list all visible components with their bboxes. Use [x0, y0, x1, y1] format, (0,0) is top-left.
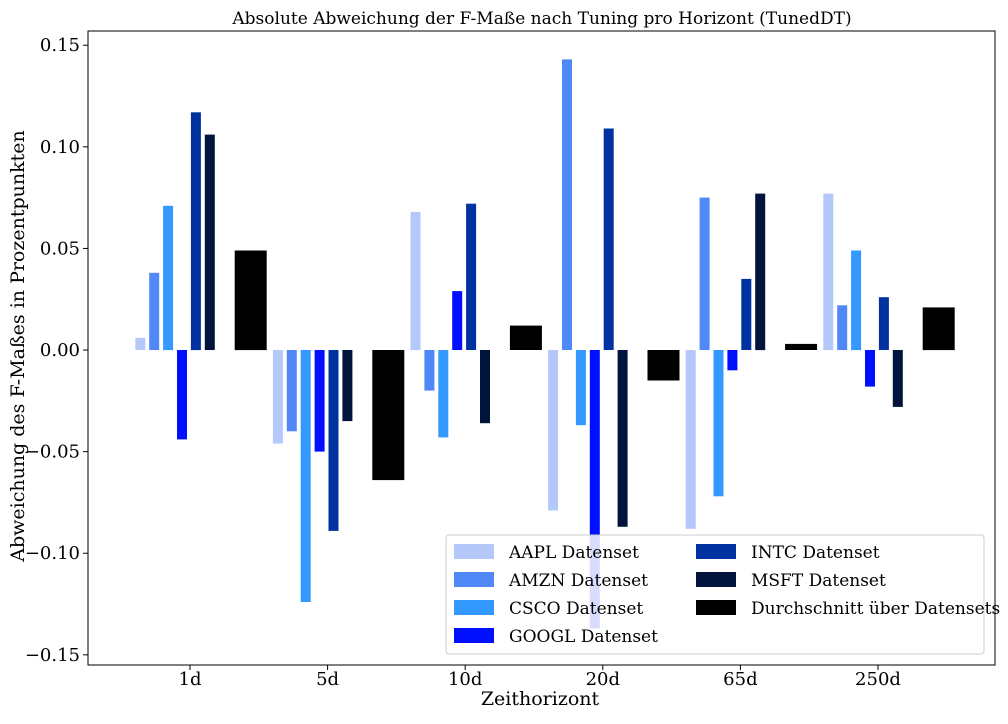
legend-swatch: [696, 572, 736, 587]
bar-csco-65d: [713, 350, 724, 497]
chart-title: Absolute Abweichung der F-Maße nach Tuni…: [231, 9, 851, 29]
bar-amzn-65d: [699, 197, 710, 350]
bar-intc-20d: [603, 128, 614, 350]
legend-label: AMZN Datenset: [508, 571, 648, 591]
bar-intc-5d: [328, 350, 339, 531]
x-tick-label: 5d: [316, 669, 339, 690]
bar-csco-1d: [163, 205, 174, 351]
plot-frame: [87, 30, 996, 666]
bar-msft-65d: [755, 193, 766, 351]
x-tick-label: 65d: [723, 669, 757, 690]
bar-csco-5d: [300, 350, 311, 602]
x-tick-label: 10d: [448, 669, 482, 690]
legend-label: Durchschnitt über Datensets: [751, 599, 1000, 619]
bar-googl-65d: [727, 350, 738, 371]
bar-googl-10d: [452, 291, 463, 350]
bar-durchschnitt-5d: [372, 350, 405, 481]
y-tick-label: 0.15: [40, 35, 80, 56]
bar-intc-10d: [466, 203, 477, 350]
y-tick-label: 0.00: [40, 340, 80, 361]
bar-googl-1d: [177, 350, 187, 440]
legend-swatch: [454, 600, 494, 615]
bar-amzn-1d: [149, 272, 160, 350]
y-tick-label: −0.05: [25, 442, 80, 463]
bar-intc-250d: [878, 297, 889, 350]
legend-box: [445, 534, 985, 655]
legend-label: AAPL Datenset: [508, 543, 639, 563]
bar-msft-5d: [342, 350, 353, 422]
bar-amzn-5d: [286, 350, 297, 432]
legend-swatch: [454, 544, 494, 559]
bar-durchschnitt-65d: [785, 343, 818, 350]
y-axis-label: Abweichung des F-Maßes in Prozentpunkten: [7, 130, 29, 563]
y-tick-label: 0.10: [40, 137, 80, 158]
bar-aapl-5d: [272, 350, 283, 444]
y-tick-label: 0.05: [40, 238, 80, 259]
x-axis-label: Zeithorizont: [481, 688, 600, 710]
legend-swatch: [454, 628, 494, 643]
x-tick-label: 20d: [586, 669, 620, 690]
bar-msft-1d: [204, 134, 215, 350]
x-tick-label: 1d: [179, 669, 202, 690]
bar-msft-10d: [480, 350, 490, 424]
bar-durchschnitt-20d: [647, 350, 680, 381]
bar-csco-10d: [438, 350, 449, 438]
bar-aapl-20d: [548, 350, 559, 511]
bar-durchschnitt-10d: [509, 325, 542, 350]
axes-layer: 0.15 0.10 0.05 0.00 −0.05 −0.10 −0.15 1d 5d 10d 20…: [25, 30, 996, 690]
bars-layer: [135, 59, 955, 629]
legend: AAPL Datenset AMZN Datenset CSCO Datenset G…: [445, 534, 1000, 655]
bar-durchschnitt-1d: [234, 250, 267, 351]
bar-aapl-1d: [135, 337, 146, 350]
bar-intc-1d: [190, 112, 201, 351]
bar-csco-250d: [851, 250, 862, 351]
bar-amzn-20d: [562, 59, 572, 351]
y-tick-label: −0.10: [25, 543, 80, 564]
bar-googl-5d: [314, 350, 325, 452]
bar-msft-20d: [617, 350, 628, 527]
bar-amzn-250d: [837, 305, 848, 350]
x-tick-label: 250d: [855, 669, 901, 690]
legend-label: GOOGL Datenset: [509, 627, 658, 647]
legend-label: CSCO Datenset: [509, 599, 643, 619]
bar-amzn-10d: [424, 350, 435, 391]
bar-csco-20d: [575, 350, 586, 426]
legend-label: MSFT Datenset: [751, 571, 886, 591]
y-tick-label: −0.15: [25, 645, 80, 666]
legend-swatch: [454, 572, 494, 587]
legend-swatch: [696, 600, 736, 615]
legend-label: INTC Datenset: [751, 543, 880, 563]
legend-swatch: [696, 544, 736, 559]
bar-intc-65d: [741, 278, 752, 350]
bar-aapl-250d: [823, 193, 834, 351]
bar-aapl-65d: [685, 350, 696, 529]
bar-googl-20d: [589, 350, 600, 629]
bar-aapl-10d: [410, 211, 421, 351]
bar-durchschnitt-250d: [922, 307, 955, 351]
bar-googl-250d: [865, 350, 875, 387]
bar-msft-250d: [892, 350, 903, 407]
